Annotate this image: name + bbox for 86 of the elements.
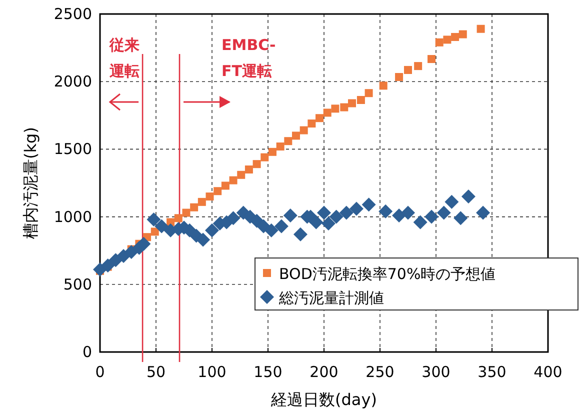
- point: [283, 208, 298, 222]
- point: [443, 36, 452, 44]
- point: [364, 89, 373, 98]
- point: [150, 228, 159, 236]
- point: [317, 206, 331, 220]
- point: [190, 203, 198, 212]
- point: [308, 120, 316, 128]
- point: [435, 38, 444, 46]
- point: [108, 253, 123, 268]
- point: [154, 219, 169, 234]
- point: [476, 206, 490, 220]
- y-tick-label: 1500: [54, 140, 92, 158]
- point: [329, 210, 344, 224]
- point: [395, 73, 404, 82]
- x-tick-label: 250: [366, 363, 394, 381]
- point: [454, 211, 468, 226]
- point: [293, 227, 308, 242]
- x-tick-label: 300: [422, 363, 450, 381]
- x-axis-title: 経過日数(day): [270, 390, 377, 409]
- x-tick-label: 350: [478, 363, 506, 381]
- point: [331, 104, 340, 113]
- point: [362, 198, 376, 212]
- point: [348, 99, 356, 108]
- point: [444, 194, 459, 209]
- y-tick-label: 2500: [54, 5, 92, 23]
- x-tick-label: 400: [534, 363, 562, 381]
- point: [237, 170, 246, 179]
- point: [292, 132, 300, 140]
- ref-line-label: EMBC-FT運転: [222, 36, 276, 80]
- point: [268, 148, 276, 156]
- point: [349, 202, 364, 216]
- point: [196, 232, 210, 247]
- point: [264, 223, 278, 238]
- point: [458, 30, 467, 38]
- point: [316, 114, 324, 122]
- point: [404, 66, 412, 74]
- point: [252, 160, 261, 168]
- point: [229, 176, 238, 184]
- point: [321, 216, 336, 231]
- point: [221, 182, 230, 190]
- point: [274, 219, 288, 234]
- point: [414, 62, 422, 70]
- point: [339, 206, 354, 220]
- legend-label: 総汚泥量計測値: [278, 289, 384, 307]
- point: [476, 24, 485, 33]
- y-tick-label: 2000: [54, 72, 92, 91]
- point: [392, 208, 406, 222]
- point: [309, 215, 324, 230]
- point: [428, 55, 436, 64]
- point: [256, 219, 271, 234]
- x-tick-label: 100: [198, 363, 226, 381]
- point: [100, 258, 115, 272]
- y-tick-label: 500: [63, 275, 92, 294]
- point: [214, 187, 222, 196]
- x-tick-label: 150: [254, 363, 282, 381]
- y-axis-title: 槽内汚泥量(kg): [21, 127, 40, 239]
- point: [174, 214, 182, 222]
- point: [146, 212, 161, 227]
- y-tick-label: 1000: [54, 208, 92, 226]
- point: [205, 223, 219, 238]
- point: [379, 82, 388, 90]
- point: [424, 210, 439, 224]
- point: [198, 198, 206, 206]
- point: [323, 108, 332, 117]
- ref-line-label: 従来運転: [108, 36, 140, 80]
- point: [226, 211, 240, 226]
- point: [276, 142, 284, 150]
- point: [300, 126, 308, 134]
- point: [340, 103, 348, 112]
- x-tick-label: 50: [146, 363, 166, 381]
- point: [244, 165, 253, 174]
- point: [413, 215, 428, 230]
- point: [284, 137, 292, 146]
- point: [206, 192, 214, 201]
- point: [401, 206, 415, 220]
- point: [378, 204, 393, 218]
- point: [451, 32, 460, 41]
- point: [260, 153, 269, 162]
- legend-label: BOD汚泥転換率70%時の予想値: [279, 265, 496, 283]
- x-tick-label: 200: [310, 363, 338, 381]
- point: [436, 206, 451, 220]
- y-tick-label: 0: [82, 343, 92, 361]
- point: [356, 96, 365, 104]
- point: [182, 208, 190, 217]
- x-tick-label: 0: [95, 363, 105, 381]
- point: [461, 190, 476, 204]
